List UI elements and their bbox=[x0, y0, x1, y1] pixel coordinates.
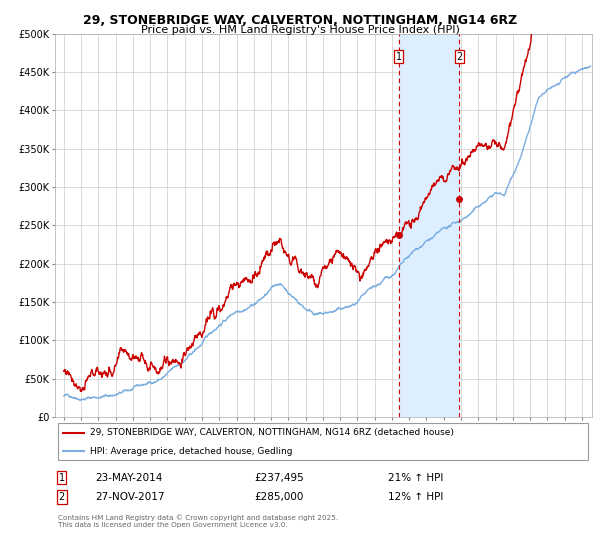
Text: £237,495: £237,495 bbox=[254, 473, 304, 483]
Text: 2: 2 bbox=[456, 52, 463, 62]
Text: HPI: Average price, detached house, Gedling: HPI: Average price, detached house, Gedl… bbox=[90, 447, 293, 456]
FancyBboxPatch shape bbox=[58, 423, 589, 460]
Text: 12% ↑ HPI: 12% ↑ HPI bbox=[388, 492, 443, 502]
Text: 1: 1 bbox=[59, 473, 65, 483]
Text: 29, STONEBRIDGE WAY, CALVERTON, NOTTINGHAM, NG14 6RZ: 29, STONEBRIDGE WAY, CALVERTON, NOTTINGH… bbox=[83, 14, 517, 27]
Text: 29, STONEBRIDGE WAY, CALVERTON, NOTTINGHAM, NG14 6RZ (detached house): 29, STONEBRIDGE WAY, CALVERTON, NOTTINGH… bbox=[90, 428, 454, 437]
Text: 21% ↑ HPI: 21% ↑ HPI bbox=[388, 473, 443, 483]
Text: 27-NOV-2017: 27-NOV-2017 bbox=[95, 492, 165, 502]
Text: £285,000: £285,000 bbox=[254, 492, 303, 502]
Bar bbox=[398, 34, 460, 417]
Text: 1: 1 bbox=[395, 52, 402, 62]
Text: Contains HM Land Registry data © Crown copyright and database right 2025.
This d: Contains HM Land Registry data © Crown c… bbox=[58, 515, 338, 528]
Text: 2: 2 bbox=[59, 492, 65, 502]
Text: 23-MAY-2014: 23-MAY-2014 bbox=[95, 473, 163, 483]
Text: Price paid vs. HM Land Registry's House Price Index (HPI): Price paid vs. HM Land Registry's House … bbox=[140, 25, 460, 35]
